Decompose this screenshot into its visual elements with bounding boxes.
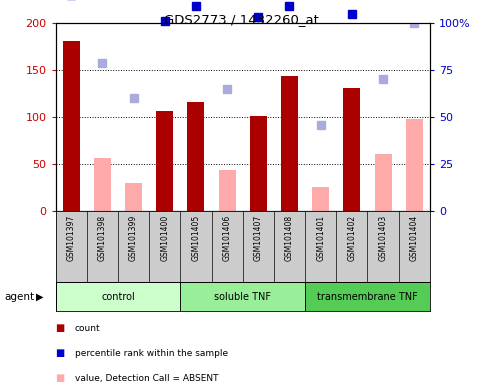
Text: ▶: ▶ xyxy=(36,291,44,302)
Text: GSM101399: GSM101399 xyxy=(129,215,138,261)
Text: ■: ■ xyxy=(56,348,65,358)
Text: soluble TNF: soluble TNF xyxy=(214,291,271,302)
Bar xyxy=(281,76,298,211)
Bar xyxy=(343,88,360,211)
Bar xyxy=(406,119,423,211)
Text: transmembrane TNF: transmembrane TNF xyxy=(317,291,418,302)
Bar xyxy=(218,170,236,211)
Bar xyxy=(63,41,80,211)
Text: GSM101403: GSM101403 xyxy=(379,215,387,261)
Bar xyxy=(187,102,204,211)
Text: percentile rank within the sample: percentile rank within the sample xyxy=(75,349,228,358)
Bar xyxy=(312,187,329,211)
Bar xyxy=(125,183,142,211)
Text: control: control xyxy=(101,291,135,302)
Bar xyxy=(305,282,430,311)
Text: GDS2773 / 1432260_at: GDS2773 / 1432260_at xyxy=(164,13,319,26)
Bar xyxy=(180,282,305,311)
Text: count: count xyxy=(75,324,100,333)
Bar xyxy=(250,116,267,211)
Bar xyxy=(94,157,111,211)
Text: GSM101404: GSM101404 xyxy=(410,215,419,261)
Text: GSM101405: GSM101405 xyxy=(191,215,200,261)
Text: GSM101401: GSM101401 xyxy=(316,215,325,261)
Text: GSM101400: GSM101400 xyxy=(160,215,169,261)
Text: GSM101402: GSM101402 xyxy=(347,215,356,261)
Text: GSM101408: GSM101408 xyxy=(285,215,294,261)
Text: agent: agent xyxy=(5,291,35,302)
Text: ■: ■ xyxy=(56,323,65,333)
Text: GSM101406: GSM101406 xyxy=(223,215,232,261)
Bar xyxy=(374,154,392,211)
Text: ■: ■ xyxy=(56,373,65,383)
Bar xyxy=(156,111,173,211)
Bar xyxy=(56,282,180,311)
Text: value, Detection Call = ABSENT: value, Detection Call = ABSENT xyxy=(75,374,218,383)
Text: GSM101397: GSM101397 xyxy=(67,215,76,261)
Text: GSM101407: GSM101407 xyxy=(254,215,263,261)
Text: GSM101398: GSM101398 xyxy=(98,215,107,261)
